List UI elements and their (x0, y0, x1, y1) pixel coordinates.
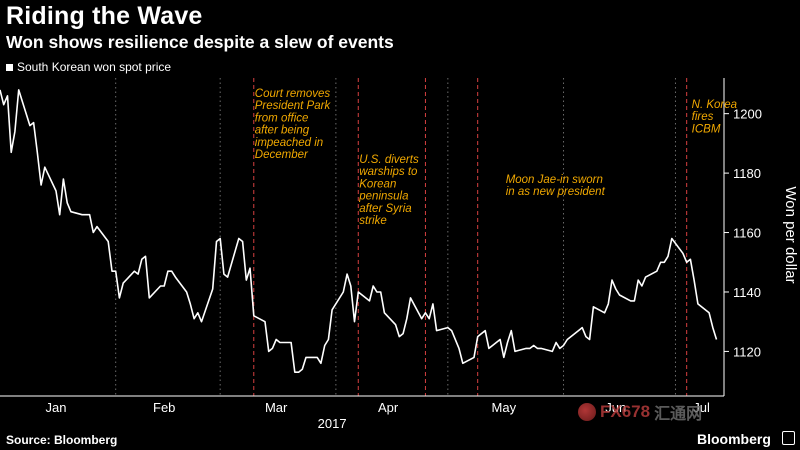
watermark-text: FX678 (600, 402, 651, 421)
y-tick-label: 1180 (733, 166, 761, 181)
event-annotation-line: fires (692, 111, 714, 123)
event-annotation-line: impeached in (255, 137, 323, 149)
event-annotation-line: from office (255, 112, 309, 124)
y-tick-label: 1160 (733, 226, 761, 241)
watermark-logo-icon (578, 403, 596, 421)
event-annotation-line: strike (359, 215, 386, 227)
brand-logo: Bloomberg (697, 431, 771, 447)
x-tick-label: Jul (693, 400, 710, 415)
x-tick-label: Apr (378, 400, 399, 415)
event-annotation-line: December (255, 149, 309, 161)
x-tick-label: Jun (605, 400, 626, 415)
y-tick-label: 1120 (733, 344, 761, 359)
event-annotation-line: N. Korea (692, 99, 737, 111)
event-annotation-line: Korean (359, 178, 396, 190)
y-tick-label: 1200 (733, 107, 762, 122)
watermark: FX678 汇通网 (578, 400, 702, 424)
event-annotation-line: after Syria (359, 203, 411, 215)
y-tick-label: 1140 (733, 285, 761, 300)
watermark-cn: 汇通网 (654, 406, 703, 423)
x-tick-label: Mar (265, 400, 288, 415)
x-axis-year-label: 2017 (318, 416, 347, 431)
event-annotation-line: warships to (359, 166, 418, 178)
event-annotation-line: peninsula (358, 191, 408, 203)
x-tick-label: Feb (153, 400, 175, 415)
legend-swatch (6, 63, 13, 71)
event-annotation-line: Moon Jae-in sworn (506, 174, 603, 186)
event-annotation-line: U.S. diverts (359, 154, 419, 166)
source-note: Source: Bloomberg (6, 433, 118, 447)
event-annotation-line: ICBM (692, 123, 721, 135)
legend-label: South Korean won spot price (17, 60, 172, 74)
event-annotation-line: in as new president (506, 186, 606, 198)
legend: South Korean won spot price (6, 60, 171, 74)
bloomberg-icon (782, 431, 795, 445)
x-tick-label: Jan (45, 400, 66, 415)
event-annotation-line: Court removes (255, 88, 331, 100)
chart-title: Riding the Wave (6, 2, 203, 30)
y-axis-label: Won per dollar (782, 186, 799, 283)
chart-subtitle: Won shows resilience despite a slew of e… (6, 32, 394, 52)
x-tick-label: May (492, 400, 517, 415)
event-annotation-line: President Park (255, 100, 332, 112)
event-annotation-line: after being (255, 125, 310, 137)
series-line-won-spot (0, 89, 718, 374)
